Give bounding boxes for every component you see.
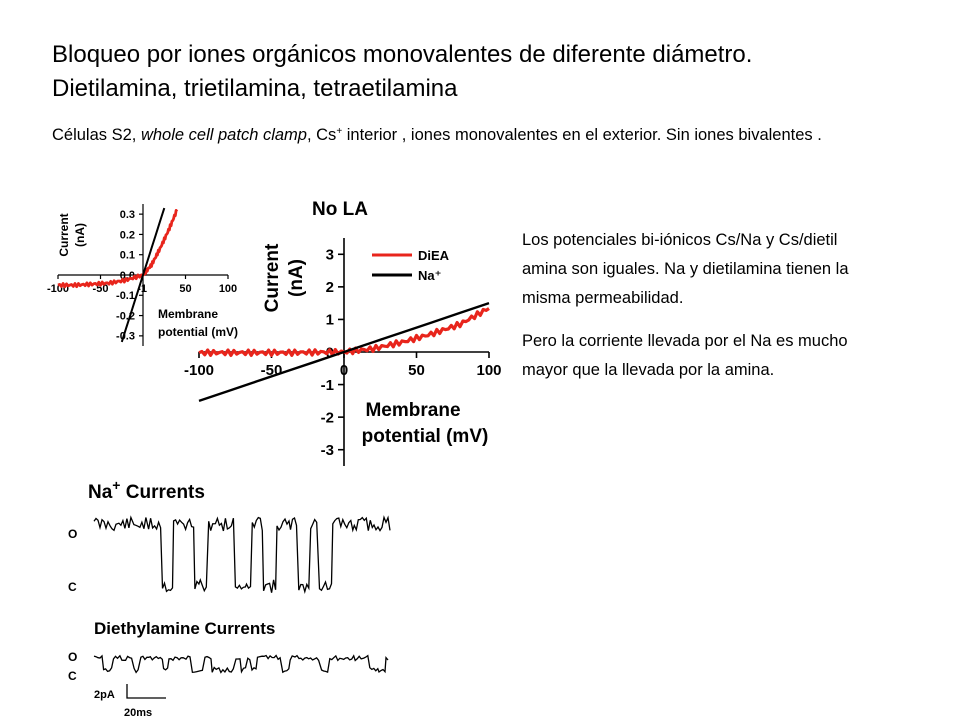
single-channel-traces: Na+ Currents O C Diethylamine Currents O… xyxy=(68,477,391,719)
inset-chart-xlabel-line2: potential (mV) xyxy=(158,325,238,339)
main-chart-x-tick-label: 0 xyxy=(340,362,348,379)
na-currents-label: Na+ Currents xyxy=(88,477,205,503)
main-chart-xlabel-line2: potential (mV) xyxy=(362,426,489,447)
main-chart-ylabel-line2: (nA) xyxy=(286,259,307,297)
title-line-2: Dietilamina, trietilamina, tetraetilamin… xyxy=(52,75,458,102)
subtitle-part-1: Células S2, xyxy=(52,126,141,144)
main-chart-title: No LA xyxy=(312,199,368,220)
na-current-trace xyxy=(93,515,391,594)
diethylamine-current-trace xyxy=(93,654,389,674)
diethylamine-currents-label: Diethylamine Currents xyxy=(94,619,275,638)
diethylamine-closed-label: C xyxy=(68,669,77,683)
inset-chart-series-line0 xyxy=(57,209,179,289)
inset-chart-y-tick-label: 0.1 xyxy=(120,250,135,262)
subtitle-italic: whole cell patch clamp xyxy=(140,126,307,144)
title-line-1: Bloqueo por iones orgánicos monovalentes… xyxy=(52,41,753,68)
scale-bar-time-label: 20ms xyxy=(124,707,152,719)
inset-chart-ylabel-line2: (nA) xyxy=(73,223,87,247)
subtitle-superscript: + xyxy=(336,126,343,137)
subtitle-part-3: interior , iones monovalentes en el exte… xyxy=(342,126,822,144)
notes-panel: Los potenciales bi-iónicos Cs/Na y Cs/di… xyxy=(522,226,882,399)
main-chart-x-tick-label: 50 xyxy=(408,362,425,379)
notes-paragraph-2: Pero la corriente llevada por el Na es m… xyxy=(522,332,848,379)
scale-bar-current-label: 2pA xyxy=(94,689,115,701)
main-chart-series-na xyxy=(198,301,490,403)
inset-chart-x-tick-label: 50 xyxy=(179,283,191,295)
slide-title: Bloqueo por iones orgánicos monovalentes… xyxy=(52,38,752,106)
main-chart-y-tick-label: 2 xyxy=(326,279,334,296)
inset-chart-ylabel-line1: Current xyxy=(57,213,71,256)
main-chart-ylabel-line1: Current xyxy=(262,243,283,312)
main-chart-xlabel-line1: Membrane xyxy=(365,400,460,421)
main-chart-x-tick-label: -100 xyxy=(184,362,214,379)
notes-paragraph-1: Los potenciales bi-iónicos Cs/Na y Cs/di… xyxy=(522,231,849,307)
main-chart-legend: DiEA Na⁺ xyxy=(372,248,450,283)
inset-chart-x-tick-label: -1 xyxy=(137,283,147,295)
main-chart-y-tick-label: -3 xyxy=(321,442,334,459)
inset-chart-series-line1 xyxy=(120,207,166,343)
main-chart-y-tick-label: 3 xyxy=(326,247,334,264)
na-closed-label: C xyxy=(68,580,77,594)
na-open-label: O xyxy=(68,527,77,541)
inset-chart-y-tick-label: -0.3 xyxy=(116,331,135,343)
inset-chart-y-tick-label: -0.1 xyxy=(116,290,135,302)
legend-label-0: DiEA xyxy=(418,248,450,263)
main-chart-y-tick-label: -1 xyxy=(321,377,334,394)
main-chart-y-tick-label: -2 xyxy=(321,409,334,426)
main-chart-y-tick-label: 1 xyxy=(326,312,334,329)
legend-label-1: Na⁺ xyxy=(418,268,441,283)
main-chart-x-tick-label: 100 xyxy=(476,362,501,379)
inset-chart-y-tick-label: 0.2 xyxy=(120,229,135,241)
inset-chart-y-tick-label: 0.3 xyxy=(120,209,135,221)
scale-bar xyxy=(126,684,166,699)
inset-chart-xlabel-line1: Membrane xyxy=(158,307,218,321)
diethylamine-open-label: O xyxy=(68,650,77,664)
subtitle-part-2: , Cs xyxy=(306,126,337,144)
slide-subtitle: Células S2, whole cell patch clamp, Cs+ … xyxy=(52,118,922,149)
inset-chart-x-tick-label: 100 xyxy=(219,283,237,295)
